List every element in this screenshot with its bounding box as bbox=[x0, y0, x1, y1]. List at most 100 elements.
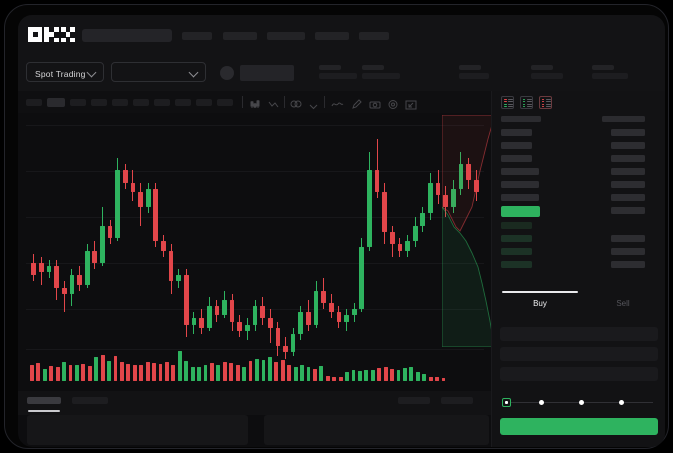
volume-bar bbox=[235, 365, 240, 381]
candle-body bbox=[283, 346, 288, 353]
header-nav-item[interactable] bbox=[267, 32, 305, 40]
volume-bar bbox=[210, 363, 214, 381]
volume-bar bbox=[165, 362, 169, 381]
stat-value bbox=[319, 73, 357, 79]
orderbook-bid-row[interactable] bbox=[501, 248, 532, 255]
orderbook-ask-row[interactable] bbox=[501, 142, 532, 149]
volume-bar bbox=[396, 370, 401, 381]
market-type-selector[interactable]: Spot Trading bbox=[26, 62, 104, 82]
submit-order-button[interactable] bbox=[500, 418, 658, 435]
candle-body bbox=[267, 318, 273, 328]
orderbook-bids-icon[interactable] bbox=[520, 96, 533, 109]
header-nav-item[interactable] bbox=[223, 32, 257, 40]
orderbook-size-row bbox=[611, 155, 645, 162]
candle-body bbox=[275, 327, 281, 347]
candle-body bbox=[344, 315, 349, 322]
interval-button[interactable] bbox=[217, 99, 233, 106]
candle-body bbox=[92, 250, 98, 263]
market-type-label: Spot Trading bbox=[35, 69, 86, 79]
volume-bar bbox=[261, 360, 266, 381]
orderbook-asks-icon[interactable] bbox=[539, 96, 552, 109]
header-nav-item[interactable] bbox=[359, 32, 389, 40]
order-field[interactable] bbox=[500, 327, 658, 341]
candle-body bbox=[260, 306, 265, 319]
camera-icon[interactable] bbox=[369, 97, 381, 115]
candle-body bbox=[245, 324, 250, 331]
stat-label bbox=[362, 65, 384, 70]
amount-slider-handle[interactable] bbox=[619, 400, 624, 405]
trading-pair-selector[interactable] bbox=[111, 62, 206, 82]
interval-button[interactable] bbox=[196, 99, 212, 106]
active-tab-underline bbox=[502, 291, 578, 293]
orderbook-ask-row[interactable] bbox=[501, 129, 532, 136]
header-nav-item[interactable] bbox=[182, 32, 212, 40]
amount-slider-handle-active[interactable] bbox=[502, 398, 511, 407]
depth-chart-overlay bbox=[442, 115, 494, 347]
header-nav-item[interactable] bbox=[315, 32, 349, 40]
candle-body bbox=[450, 188, 456, 208]
orderbook-ask-row[interactable] bbox=[501, 155, 532, 162]
header-search-input[interactable] bbox=[82, 29, 172, 42]
volume-bar bbox=[184, 361, 189, 381]
bottom-tab-active[interactable] bbox=[27, 397, 61, 404]
order-field[interactable] bbox=[500, 347, 658, 361]
volume-bar bbox=[274, 361, 279, 381]
orderbook-ask-row[interactable] bbox=[501, 168, 539, 175]
amount-slider-handle[interactable] bbox=[579, 400, 584, 405]
candle-body bbox=[130, 182, 136, 192]
volume-bar bbox=[267, 357, 272, 381]
interval-button[interactable] bbox=[112, 99, 128, 106]
interval-button[interactable] bbox=[154, 99, 170, 106]
bottom-tab[interactable] bbox=[72, 397, 108, 404]
volume-bar bbox=[152, 363, 157, 381]
settings-icon[interactable] bbox=[387, 97, 399, 115]
compare-icon[interactable] bbox=[290, 97, 302, 115]
line-type-icon[interactable] bbox=[331, 97, 344, 115]
volume-bar bbox=[81, 363, 86, 381]
orderbook-bid-row[interactable] bbox=[501, 261, 532, 268]
candle-body bbox=[54, 265, 60, 288]
interval-button[interactable] bbox=[70, 99, 86, 106]
volume-bar bbox=[377, 368, 382, 381]
interval-button[interactable] bbox=[133, 99, 149, 106]
candle-body bbox=[473, 179, 479, 192]
interval-button[interactable] bbox=[91, 99, 107, 106]
volume-bar bbox=[190, 366, 195, 381]
volume-bar bbox=[42, 368, 47, 381]
interval-button-active[interactable] bbox=[47, 98, 65, 107]
orderbook-both-icon[interactable] bbox=[501, 96, 514, 109]
bottom-action[interactable] bbox=[398, 397, 430, 404]
orderbook-bid-row[interactable] bbox=[501, 235, 532, 242]
candle-body bbox=[359, 247, 365, 310]
tab-buy[interactable]: Buy bbox=[533, 299, 547, 308]
orderbook-ask-row[interactable] bbox=[501, 194, 539, 201]
depth-chart-svg bbox=[442, 115, 494, 347]
interval-button[interactable] bbox=[175, 99, 191, 106]
indicators-icon[interactable] bbox=[268, 97, 280, 115]
pencil-icon[interactable] bbox=[351, 97, 363, 115]
orderbook-size-row bbox=[611, 168, 645, 175]
chevron-down-icon[interactable] bbox=[309, 98, 318, 116]
candlestick-chart[interactable] bbox=[18, 113, 491, 389]
amount-slider-handle[interactable] bbox=[539, 400, 544, 405]
volume-bar bbox=[107, 361, 111, 381]
candlestick-icon[interactable] bbox=[250, 97, 262, 115]
volume-bar bbox=[62, 362, 66, 381]
bottom-action[interactable] bbox=[441, 397, 473, 404]
orderbook-ask-row[interactable] bbox=[501, 181, 539, 188]
orderbook-spread-row[interactable] bbox=[501, 206, 540, 217]
interval-button[interactable] bbox=[26, 99, 42, 106]
volume-bar bbox=[338, 376, 343, 381]
candle-body bbox=[336, 312, 342, 322]
candle-body bbox=[382, 191, 387, 232]
tab-sell[interactable]: Sell bbox=[616, 299, 630, 308]
volume-bar bbox=[94, 357, 99, 381]
trade-form-tabs: Buy Sell bbox=[491, 291, 665, 319]
order-field[interactable] bbox=[500, 367, 658, 381]
orderbook-bid-row[interactable] bbox=[501, 222, 532, 229]
candle-body bbox=[214, 306, 220, 316]
candle-body bbox=[252, 306, 258, 325]
okx-logo[interactable] bbox=[28, 27, 75, 42]
fullscreen-icon[interactable] bbox=[405, 97, 417, 115]
volume-bar bbox=[49, 366, 54, 381]
